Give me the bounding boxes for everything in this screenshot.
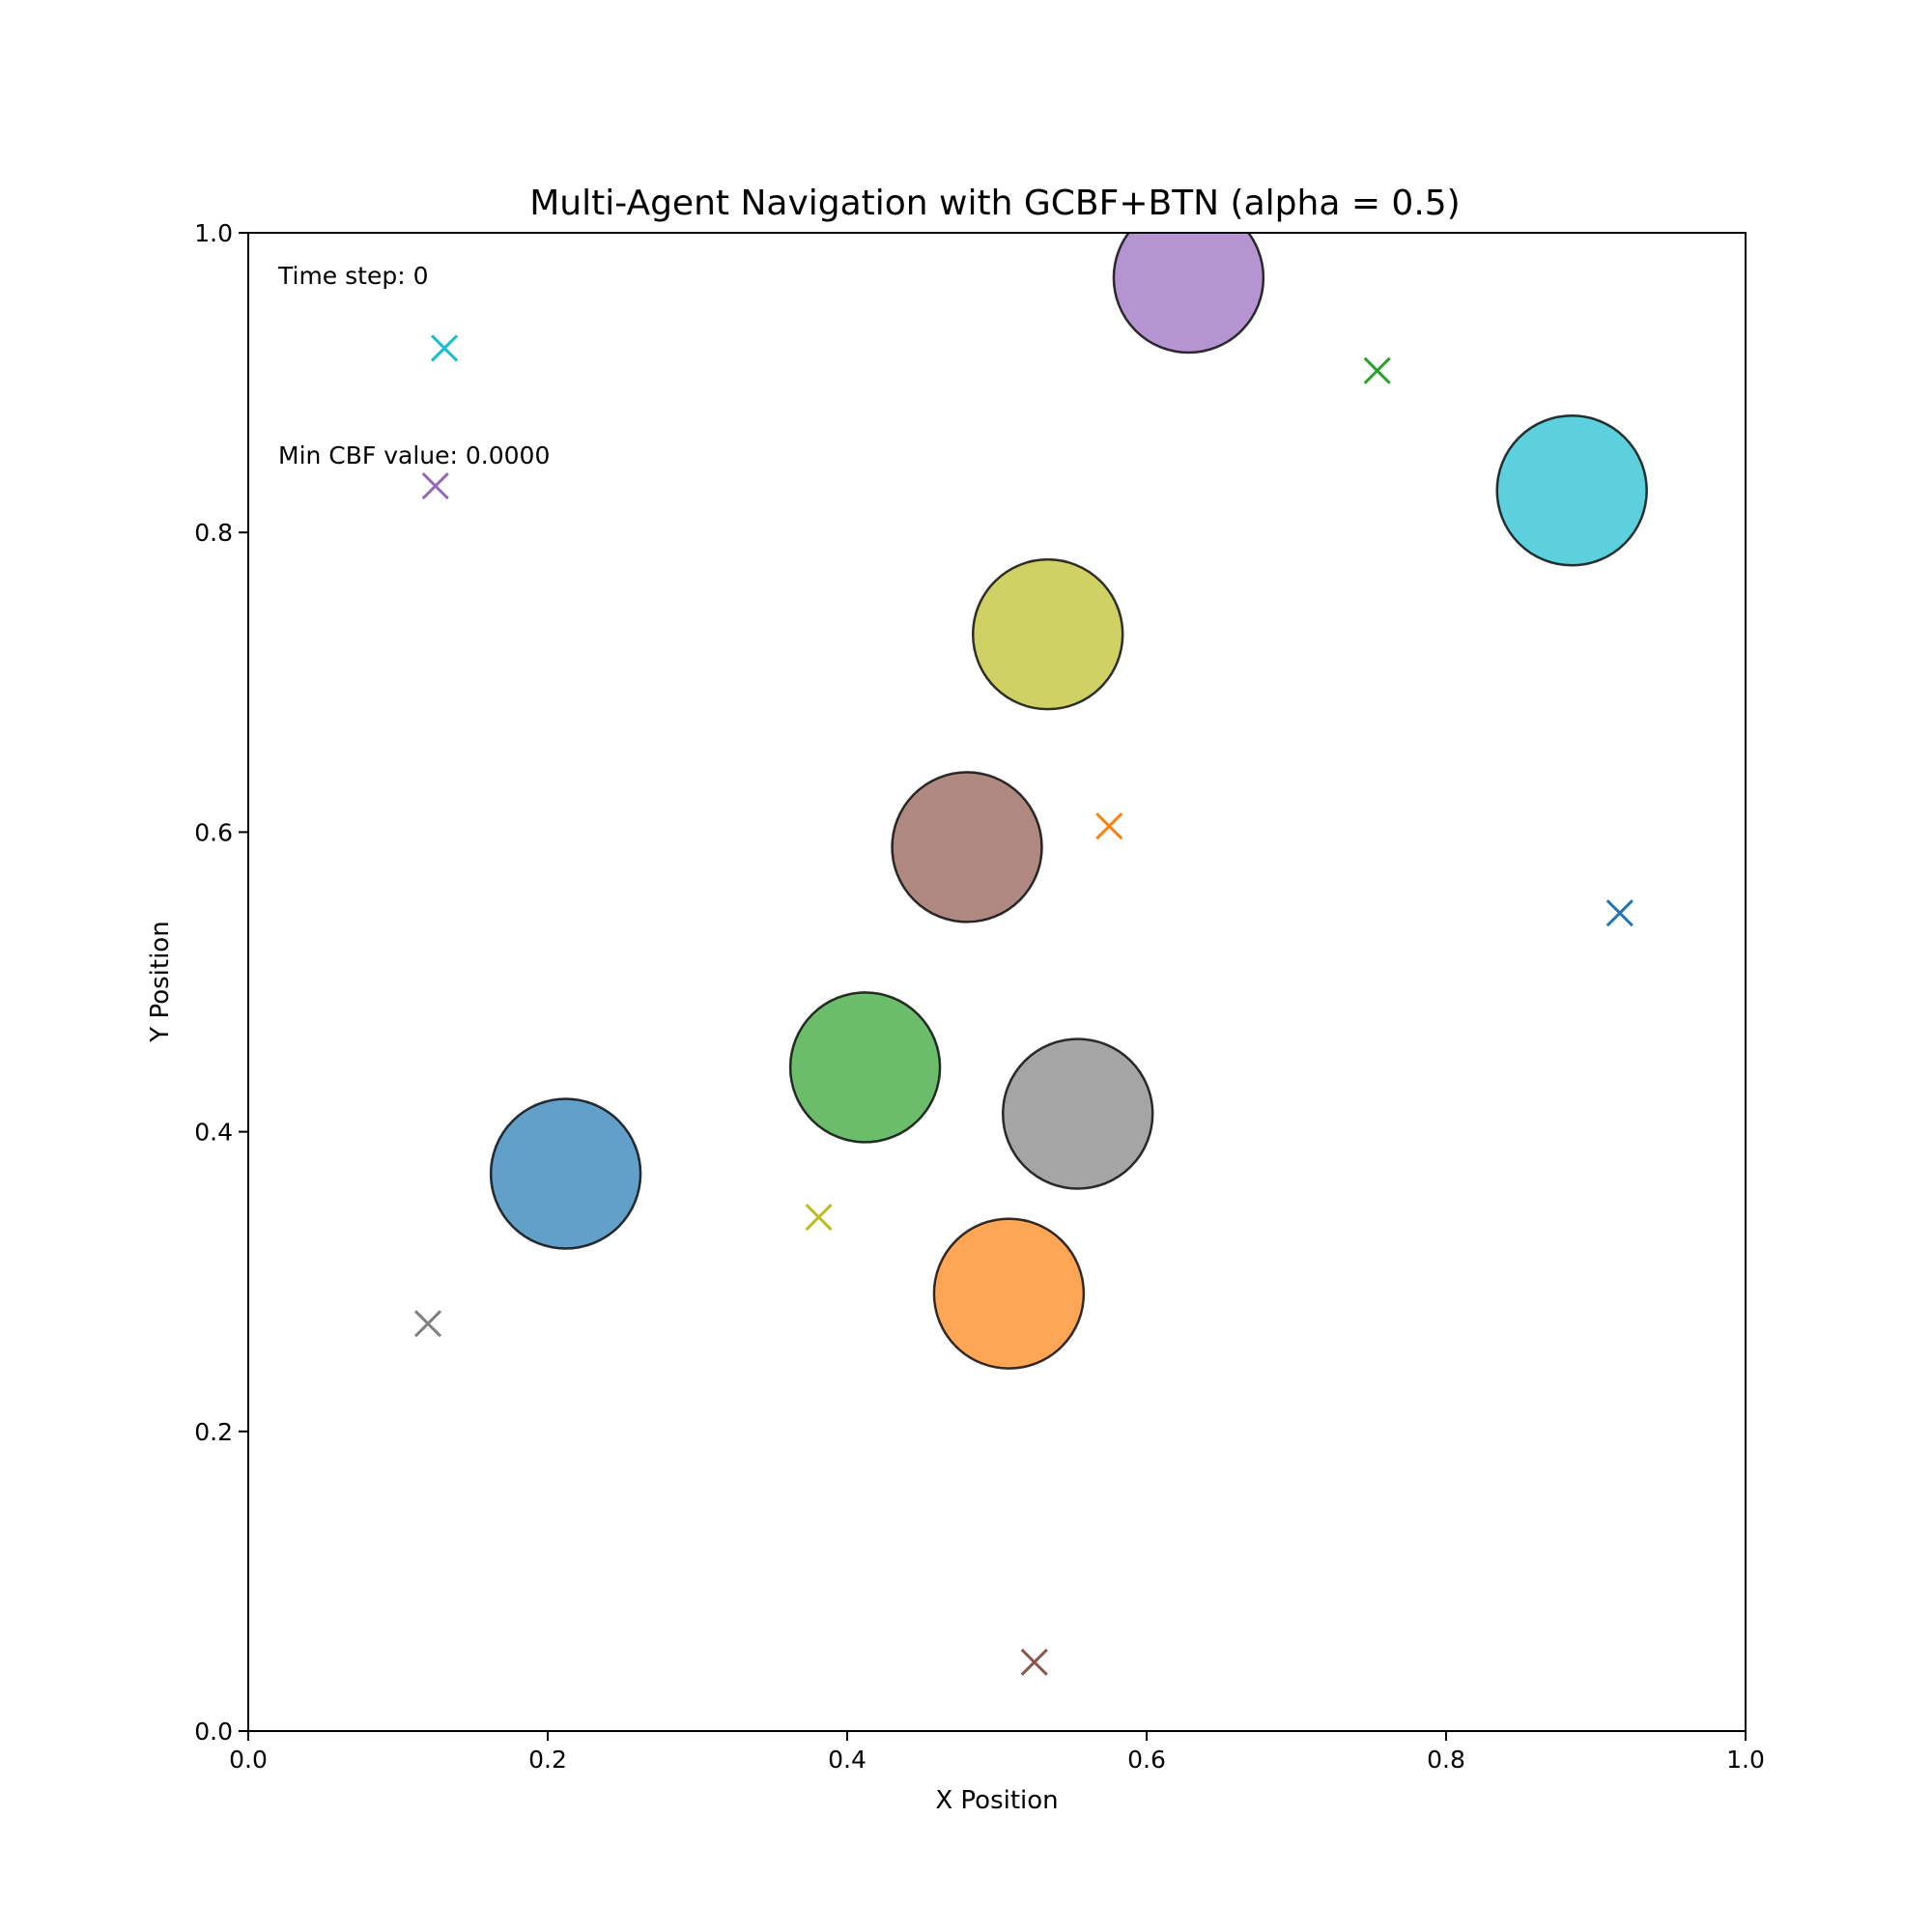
x-tick-label: 1.0 [1726,1746,1765,1774]
agent-marker-2 [932,1217,1086,1370]
x-axis-label: X Position [935,1786,1058,1815]
x-tick-label: 0.6 [1127,1746,1166,1774]
agent-marker-5 [1112,233,1265,355]
y-tick-label: 0.2 [194,1418,233,1446]
y-tick-label: 0.6 [194,818,233,846]
time-step-annotation: Time step: 0 [277,262,428,290]
agent-marker-4 [891,771,1043,923]
goal-marker-7 [413,1310,442,1338]
x-tick-label: 0.2 [528,1746,567,1774]
y-axis: 0.0 0.2 0.4 0.6 0.8 1.0 [194,219,248,1746]
x-tick-label: 0.0 [229,1746,268,1774]
goal-marker-8 [430,334,459,362]
x-axis: 0.0 0.2 0.4 0.6 0.8 1.0 [229,1731,1765,1774]
x-tick-label: 0.4 [828,1746,867,1774]
goal-marker-5 [421,472,449,500]
y-tick-label: 0.8 [194,519,233,547]
goal-marker-2 [1095,812,1123,840]
y-tick-label: 0.4 [194,1119,233,1147]
agent-marker-6 [971,557,1124,711]
goals-layer [413,334,1634,1676]
agents-layer [489,233,1648,1370]
goal-marker-1 [1605,899,1634,927]
agent-marker-7 [1001,1037,1154,1190]
agent-marker-1 [489,1097,642,1250]
min-cbf-annotation: Min CBF value: 0.0000 [278,441,550,469]
y-axis-label: Y Position [146,921,175,1042]
chart-title: Multi-Agent Navigation with GCBF+BTN (al… [529,184,1460,223]
goal-marker-3 [1363,356,1391,384]
agent-marker-3 [788,991,942,1144]
goal-marker-4 [1020,1648,1048,1676]
agent-marker-8 [1495,414,1648,567]
goal-marker-6 [805,1203,833,1232]
y-tick-label: 0.0 [194,1718,233,1746]
y-tick-label: 1.0 [194,219,233,247]
plot-frame [247,232,1747,1732]
x-tick-label: 0.8 [1427,1746,1465,1774]
